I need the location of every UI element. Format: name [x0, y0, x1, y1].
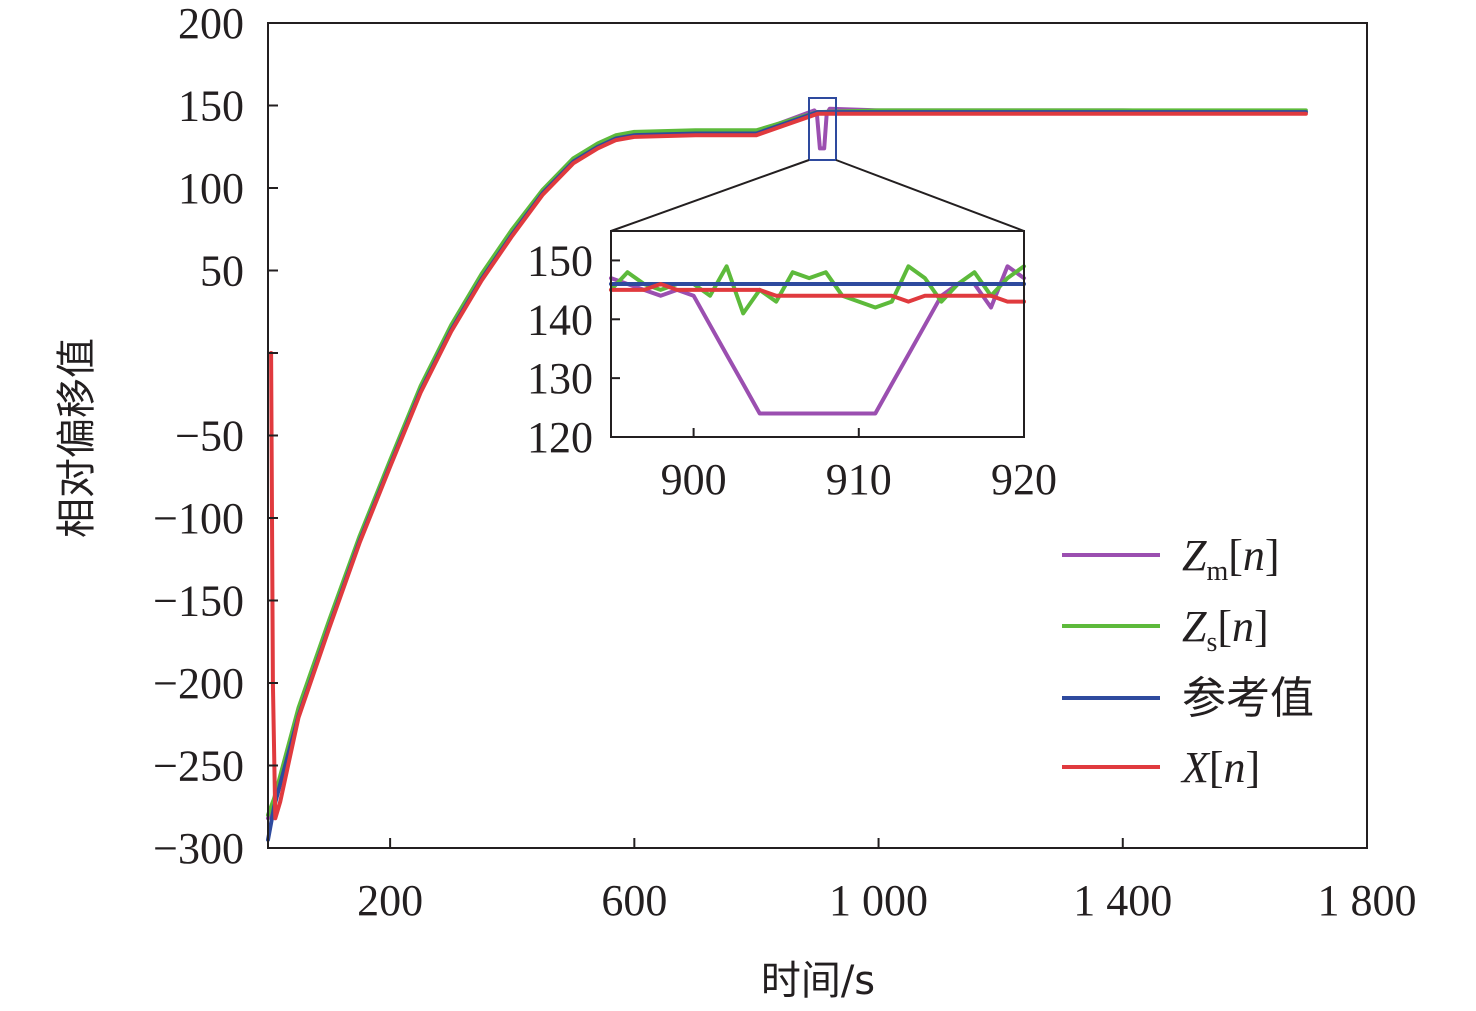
- zoom-callout: [610, 97, 1025, 232]
- legend-label-3: X[n]: [1180, 743, 1260, 792]
- inset-y-tick-label: 150: [527, 236, 593, 285]
- y-tick-label: 200: [178, 0, 244, 48]
- y-axis-label: 相对偏移值: [54, 338, 100, 538]
- series-line-0: [266, 106, 1308, 821]
- x-tick-label: 600: [601, 876, 667, 925]
- series-line-2: [266, 110, 1308, 842]
- legend-label-0: Zm[n]: [1182, 531, 1280, 587]
- y-tick-label: −200: [153, 659, 244, 708]
- legend-label-sub: s: [1206, 627, 1217, 658]
- y-tick-label: 50: [200, 247, 244, 296]
- inset-series-group: [609, 264, 1026, 416]
- y-tick-label: −150: [153, 577, 244, 626]
- y-tick-label: −100: [153, 494, 244, 543]
- inset-background: [611, 231, 1024, 437]
- legend-label-1: Zs[n]: [1182, 602, 1269, 658]
- main-axes: 200 600 1 000 1 400 1 800 200 150 100 50 −50 −100 −…: [153, 0, 1416, 925]
- y-tick-label: 150: [178, 82, 244, 131]
- legend-label-index: n: [1243, 531, 1265, 580]
- zoom-region-box: [808, 97, 837, 161]
- legend-label-2: 参考值: [1182, 674, 1314, 723]
- legend-label-tail: [n]: [1209, 743, 1260, 792]
- x-axis-label: 时间/s: [761, 958, 875, 1004]
- inset-x-tick-label: 900: [661, 455, 727, 504]
- inset-x-tick-label: 920: [991, 455, 1057, 504]
- legend-label-main: Z: [1182, 602, 1207, 651]
- x-tick-label: 200: [357, 876, 423, 925]
- legend-label-main: 参考值: [1182, 674, 1314, 723]
- inset-series-line-3: [609, 282, 1026, 304]
- inset-y-tick-label: 120: [527, 413, 593, 462]
- zoom-connector-left: [610, 159, 810, 232]
- legend-label-main: Z: [1182, 531, 1207, 580]
- series-line-3: [269, 111, 1308, 821]
- legend-label-tail: [n]: [1228, 531, 1279, 580]
- legend-label-index: n: [1232, 602, 1254, 651]
- series-line-1: [266, 108, 1308, 817]
- legend-label-sub: m: [1206, 556, 1228, 587]
- inset-y-tick-label: 130: [527, 354, 593, 403]
- inset-x-tick-label: 910: [826, 455, 892, 504]
- y-tick-label: −250: [153, 742, 244, 791]
- main-series-group: [266, 106, 1308, 842]
- y-tick-label: 100: [178, 164, 244, 213]
- y-tick-label: −300: [153, 824, 244, 873]
- legend-label-tail: [n]: [1217, 602, 1268, 651]
- legend-label-main: X: [1180, 743, 1211, 792]
- inset-y-tick-label: 140: [527, 295, 593, 344]
- x-tick-label: 1 000: [829, 876, 928, 925]
- x-tick-label: 1 400: [1073, 876, 1172, 925]
- y-tick-label: −50: [175, 412, 244, 461]
- legend-label-index: n: [1224, 743, 1246, 792]
- inset-axes: 900 910 920 150 140 130 120: [527, 236, 1057, 504]
- zoom-connector-right: [835, 159, 1025, 232]
- x-tick-label: 1 800: [1318, 876, 1417, 925]
- inset-plot-frame: [610, 230, 1025, 438]
